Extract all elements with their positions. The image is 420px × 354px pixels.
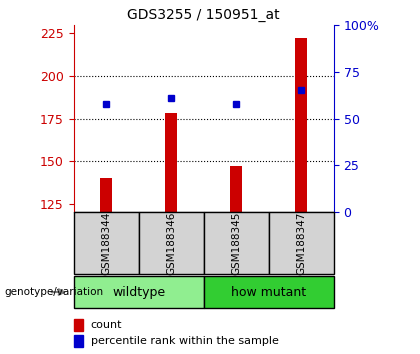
Text: GSM188344: GSM188344 xyxy=(101,212,111,275)
Bar xyxy=(74,319,83,331)
FancyBboxPatch shape xyxy=(204,276,334,308)
Bar xyxy=(100,178,112,212)
Bar xyxy=(296,39,307,212)
FancyBboxPatch shape xyxy=(204,212,269,274)
FancyBboxPatch shape xyxy=(74,212,139,274)
Text: count: count xyxy=(91,320,122,330)
Text: GSM188345: GSM188345 xyxy=(231,212,241,275)
FancyBboxPatch shape xyxy=(139,212,204,274)
FancyBboxPatch shape xyxy=(74,276,204,308)
Text: GSM188347: GSM188347 xyxy=(297,212,306,275)
Title: GDS3255 / 150951_at: GDS3255 / 150951_at xyxy=(127,8,280,22)
Bar xyxy=(165,114,177,212)
Text: wildtype: wildtype xyxy=(112,286,165,298)
Text: percentile rank within the sample: percentile rank within the sample xyxy=(91,336,278,346)
Text: genotype/variation: genotype/variation xyxy=(4,287,103,297)
Bar xyxy=(231,166,242,212)
Text: how mutant: how mutant xyxy=(231,286,306,298)
Bar xyxy=(74,335,83,347)
FancyBboxPatch shape xyxy=(269,212,334,274)
Text: GSM188346: GSM188346 xyxy=(166,212,176,275)
